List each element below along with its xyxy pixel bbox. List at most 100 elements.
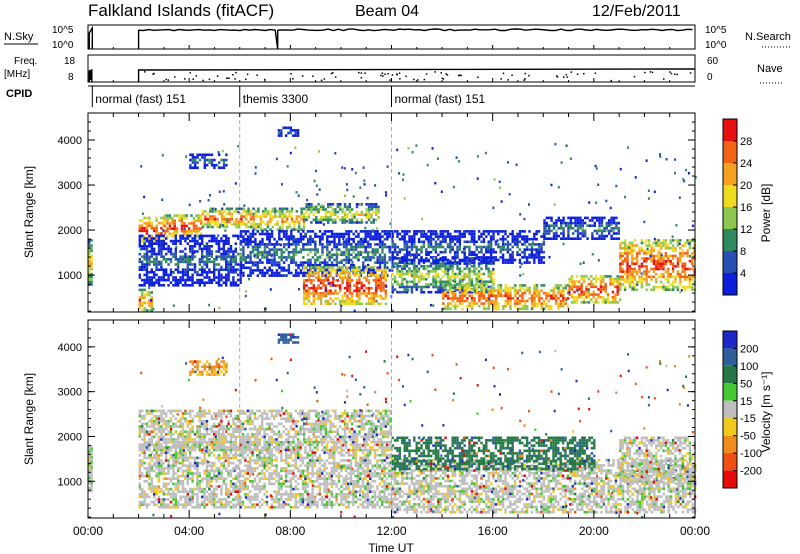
power-cell xyxy=(401,256,403,259)
power-cell xyxy=(658,250,660,253)
power-cell xyxy=(665,239,667,242)
power-cell xyxy=(507,259,509,262)
power-cell xyxy=(413,246,415,249)
power-cell xyxy=(240,233,242,236)
power-cell xyxy=(545,295,547,298)
power-cell xyxy=(377,256,379,259)
power-cell xyxy=(175,263,177,266)
power-cell xyxy=(591,219,593,222)
power-cell xyxy=(634,257,636,260)
power-cell xyxy=(381,261,383,264)
power-cell xyxy=(571,293,573,296)
nave-dot xyxy=(405,76,407,78)
power-cell xyxy=(457,300,459,303)
power-cell xyxy=(291,218,293,221)
power-cell xyxy=(473,270,475,273)
power-cell xyxy=(509,295,511,298)
power-cell xyxy=(667,257,669,260)
power-cell xyxy=(488,270,490,273)
power-cell xyxy=(148,263,150,266)
power-cell xyxy=(288,215,290,218)
power-cell xyxy=(404,286,406,289)
power-cell xyxy=(333,235,335,238)
power-cell xyxy=(524,251,526,254)
power-cell xyxy=(526,287,528,290)
velocity-cell xyxy=(160,415,162,418)
power-cell xyxy=(332,269,334,272)
power-cell xyxy=(262,210,264,213)
power-cell xyxy=(266,238,268,241)
velocity-cell xyxy=(182,430,184,433)
power-cell xyxy=(300,233,302,236)
power-cell xyxy=(264,272,266,275)
power-cell xyxy=(545,292,547,295)
power-cell xyxy=(595,286,597,289)
power-cell xyxy=(613,219,615,222)
power-cell xyxy=(317,211,319,214)
power-cell xyxy=(346,284,348,287)
power-cell xyxy=(528,230,530,233)
power-cell xyxy=(404,288,406,291)
velocity-cell xyxy=(172,438,174,441)
power-cell xyxy=(404,265,406,268)
power-noise-cell xyxy=(528,203,530,206)
power-cell xyxy=(624,247,626,250)
power-cell xyxy=(490,262,492,265)
power-cell xyxy=(283,256,285,259)
velocity-cell xyxy=(146,449,148,452)
velocity-cell xyxy=(153,423,155,426)
power-cell xyxy=(589,224,591,227)
power-cell xyxy=(684,270,686,273)
power-cell xyxy=(320,303,322,306)
power-cell xyxy=(408,241,410,244)
power-cell xyxy=(313,284,315,287)
power-cell xyxy=(658,265,660,268)
power-cell xyxy=(538,295,540,298)
power-cell xyxy=(543,256,545,259)
power-cell xyxy=(346,266,348,269)
power-cell xyxy=(507,295,509,298)
power-cell xyxy=(233,223,235,226)
power-cell xyxy=(430,283,432,286)
power-cell xyxy=(223,159,225,162)
power-cell xyxy=(313,206,315,209)
power-cell xyxy=(444,268,446,271)
power-cell xyxy=(636,257,638,260)
power-cell xyxy=(646,239,648,242)
power-cell xyxy=(521,292,523,295)
power-cell xyxy=(165,279,167,282)
power-cell xyxy=(514,259,516,262)
power-cell xyxy=(655,265,657,268)
power-cell xyxy=(349,203,351,206)
power-cell xyxy=(454,238,456,241)
power-cell xyxy=(548,237,550,240)
power-cell xyxy=(155,268,157,271)
power-cell xyxy=(447,284,449,287)
velocity-cell xyxy=(148,410,150,413)
power-cell xyxy=(174,214,176,217)
velocity-panel: 1000200030004000 Slant Range [km] xyxy=(22,320,696,518)
power-cell xyxy=(293,259,295,262)
power-cell xyxy=(341,300,343,303)
power-cell xyxy=(679,239,681,242)
power-cell xyxy=(171,233,173,236)
power-cell xyxy=(653,276,655,279)
velocity-cell xyxy=(148,420,150,423)
power-cell xyxy=(524,235,526,238)
power-cell xyxy=(430,230,432,233)
power-cell xyxy=(276,243,278,246)
power-cell xyxy=(454,284,456,287)
power-cell xyxy=(291,215,293,218)
power-cell xyxy=(447,235,449,238)
power-cell xyxy=(401,291,403,294)
power-cell xyxy=(148,242,150,245)
power-cell xyxy=(325,284,327,287)
power-cell xyxy=(550,230,552,233)
velocity-cell xyxy=(177,425,179,428)
power-cell xyxy=(533,248,535,251)
power-cell xyxy=(199,268,201,271)
power-cell xyxy=(612,280,614,283)
power-cell xyxy=(546,237,548,240)
power-cell xyxy=(273,256,275,259)
power-noise-cell xyxy=(219,191,221,194)
